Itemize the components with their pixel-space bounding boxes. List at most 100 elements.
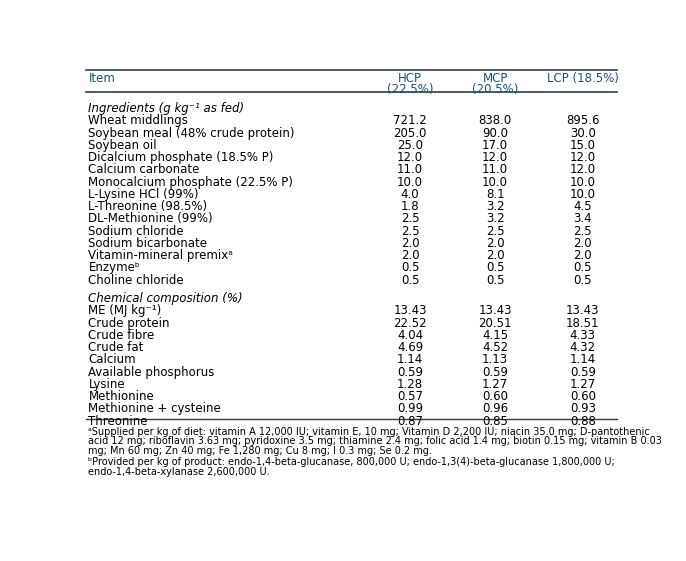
Text: Calcium: Calcium [88,353,136,366]
Text: MCP: MCP [482,72,508,85]
Text: 10.0: 10.0 [570,188,596,201]
Text: 30.0: 30.0 [570,127,595,140]
Text: 0.5: 0.5 [573,261,592,274]
Text: 0.5: 0.5 [401,274,419,287]
Text: 2.5: 2.5 [573,224,592,238]
Text: Vitamin-mineral premixᵃ: Vitamin-mineral premixᵃ [88,249,233,262]
Text: 2.5: 2.5 [401,213,419,226]
Text: ᵇProvided per kg of product: endo-1,4-beta-glucanase, 800,000 U; endo-1,3(4)-bet: ᵇProvided per kg of product: endo-1,4-be… [88,457,615,467]
Text: L-Threonine (98.5%): L-Threonine (98.5%) [88,200,208,213]
Text: Ingredients (g kg⁻¹ as fed): Ingredients (g kg⁻¹ as fed) [88,102,244,115]
Text: 12.0: 12.0 [397,151,423,164]
Text: 12.0: 12.0 [482,151,508,164]
Text: Soybean oil: Soybean oil [88,139,157,152]
Text: Wheat middlings: Wheat middlings [88,114,188,127]
Text: Crude fat: Crude fat [88,341,144,354]
Text: Sodium chloride: Sodium chloride [88,224,184,238]
Text: 2.0: 2.0 [486,249,504,262]
Text: 0.96: 0.96 [482,402,508,416]
Text: Monocalcium phosphate (22.5% P): Monocalcium phosphate (22.5% P) [88,176,294,188]
Text: 0.5: 0.5 [486,274,504,287]
Text: 10.0: 10.0 [482,176,508,188]
Text: Methionine: Methionine [88,390,154,403]
Text: 4.32: 4.32 [570,341,596,354]
Text: 18.51: 18.51 [566,317,600,330]
Text: 1.13: 1.13 [482,353,508,366]
Text: 0.87: 0.87 [397,415,423,427]
Text: Item: Item [88,72,115,85]
Text: 13.43: 13.43 [393,305,427,318]
Text: 2.0: 2.0 [401,237,419,250]
Text: 4.04: 4.04 [397,329,423,342]
Text: Dicalcium phosphate (18.5% P): Dicalcium phosphate (18.5% P) [88,151,274,164]
Text: 2.0: 2.0 [486,237,504,250]
Text: 0.93: 0.93 [570,402,596,416]
Text: 11.0: 11.0 [482,163,508,176]
Text: DL-Methionine (99%): DL-Methionine (99%) [88,213,213,226]
Text: 90.0: 90.0 [482,127,508,140]
Text: 1.14: 1.14 [569,353,596,366]
Text: mg; Mn 60 mg; Zn 40 mg; Fe 1,280 mg; Cu 8 mg; I 0.3 mg; Se 0.2 mg.: mg; Mn 60 mg; Zn 40 mg; Fe 1,280 mg; Cu … [88,446,432,456]
Text: 4.33: 4.33 [570,329,596,342]
Text: Available phosphorus: Available phosphorus [88,366,215,379]
Text: 3.4: 3.4 [573,213,592,226]
Text: 0.60: 0.60 [482,390,508,403]
Text: 0.5: 0.5 [401,261,419,274]
Text: 2.0: 2.0 [573,237,592,250]
Text: 0.5: 0.5 [486,261,504,274]
Text: LCP (18.5%): LCP (18.5%) [547,72,619,85]
Text: L-Lysine HCl (99%): L-Lysine HCl (99%) [88,188,199,201]
Text: (20.5%): (20.5%) [472,83,519,96]
Text: (22.5%): (22.5%) [387,83,434,96]
Text: Choline chloride: Choline chloride [88,274,184,287]
Text: 4.69: 4.69 [397,341,423,354]
Text: Chemical composition (%): Chemical composition (%) [88,292,243,305]
Text: 15.0: 15.0 [570,139,596,152]
Text: 0.60: 0.60 [570,390,596,403]
Text: 1.27: 1.27 [482,378,508,391]
Text: Enzymeᵇ: Enzymeᵇ [88,261,140,274]
Text: 22.52: 22.52 [393,317,427,330]
Text: 3.2: 3.2 [486,213,504,226]
Text: 11.0: 11.0 [397,163,423,176]
Text: 10.0: 10.0 [570,176,596,188]
Text: ME (MJ kg⁻¹): ME (MJ kg⁻¹) [88,305,162,318]
Text: 20.51: 20.51 [478,317,512,330]
Text: 8.1: 8.1 [486,188,504,201]
Text: 13.43: 13.43 [478,305,512,318]
Text: 0.57: 0.57 [397,390,423,403]
Text: 0.59: 0.59 [570,366,596,379]
Text: 4.15: 4.15 [482,329,508,342]
Text: HCP: HCP [398,72,422,85]
Text: Sodium bicarbonate: Sodium bicarbonate [88,237,207,250]
Text: ᵃSupplied per kg of diet: vitamin A 12,000 IU; vitamin E, 10 mg; Vitamin D 2,200: ᵃSupplied per kg of diet: vitamin A 12,0… [88,427,650,436]
Text: 0.59: 0.59 [397,366,423,379]
Text: Methionine + cysteine: Methionine + cysteine [88,402,221,416]
Text: 721.2: 721.2 [393,114,427,127]
Text: 205.0: 205.0 [393,127,427,140]
Text: 1.8: 1.8 [401,200,419,213]
Text: 17.0: 17.0 [482,139,508,152]
Text: 12.0: 12.0 [570,163,596,176]
Text: endo-1,4-beta-xylanase 2,600,000 U.: endo-1,4-beta-xylanase 2,600,000 U. [88,467,270,476]
Text: 1.27: 1.27 [569,378,596,391]
Text: 0.5: 0.5 [573,274,592,287]
Text: 4.5: 4.5 [573,200,592,213]
Text: Crude protein: Crude protein [88,317,170,330]
Text: 3.2: 3.2 [486,200,504,213]
Text: Threonine: Threonine [88,415,148,427]
Text: Calcium carbonate: Calcium carbonate [88,163,200,176]
Text: 2.5: 2.5 [401,224,419,238]
Text: Crude fibre: Crude fibre [88,329,154,342]
Text: 4.0: 4.0 [401,188,419,201]
Text: 25.0: 25.0 [397,139,423,152]
Text: 1.14: 1.14 [397,353,423,366]
Text: 2.5: 2.5 [486,224,504,238]
Text: 0.88: 0.88 [570,415,595,427]
Text: 1.28: 1.28 [397,378,423,391]
Text: 895.6: 895.6 [566,114,600,127]
Text: 13.43: 13.43 [566,305,600,318]
Text: 0.59: 0.59 [482,366,508,379]
Text: 0.99: 0.99 [397,402,423,416]
Text: 0.85: 0.85 [482,415,508,427]
